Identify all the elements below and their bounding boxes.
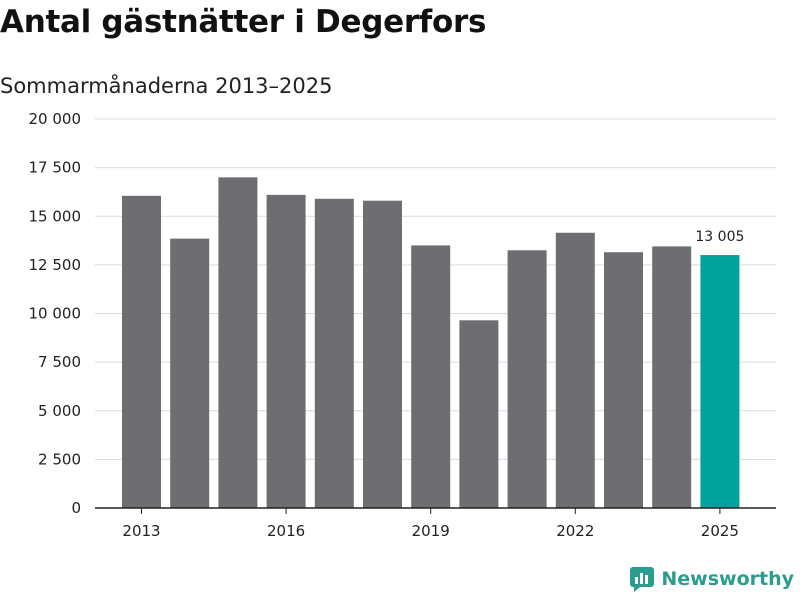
newsworthy-logo-icon <box>630 567 655 592</box>
y-tick-label: 0 <box>71 499 81 517</box>
bar <box>604 252 643 508</box>
y-tick-label: 2 500 <box>38 450 81 468</box>
y-tick-label: 7 500 <box>38 353 81 371</box>
chart-title: Antal gästnätter i Degerfors <box>0 4 487 40</box>
y-tick-label: 20 000 <box>29 110 82 128</box>
bar <box>266 194 306 509</box>
data-label: 13 005 <box>695 229 744 245</box>
y-tick-label: 5 000 <box>38 402 81 420</box>
y-tick-label: 15 000 <box>29 207 82 225</box>
bar <box>459 320 499 508</box>
bar <box>700 255 740 508</box>
bar <box>122 195 161 508</box>
bar <box>652 246 692 508</box>
bar <box>411 245 451 509</box>
y-tick-label: 12 500 <box>29 256 82 274</box>
bar <box>363 200 402 508</box>
y-tick-label: 17 500 <box>29 159 82 177</box>
x-tick-label: 2025 <box>701 522 739 540</box>
brand-logo: Newsworthy <box>629 566 794 592</box>
chart-subtitle: Sommarmånaderna 2013–2025 <box>0 74 333 98</box>
bar <box>314 198 354 508</box>
bar <box>555 232 595 508</box>
bar <box>170 238 210 508</box>
x-tick-label: 2022 <box>556 522 594 540</box>
bar <box>218 177 258 508</box>
x-tick-label: 2016 <box>267 522 305 540</box>
x-tick-label: 2019 <box>412 522 450 540</box>
y-tick-label: 10 000 <box>29 305 82 323</box>
bar <box>507 250 547 508</box>
x-tick-label: 2013 <box>122 522 160 540</box>
brand-name: Newsworthy <box>661 568 794 590</box>
